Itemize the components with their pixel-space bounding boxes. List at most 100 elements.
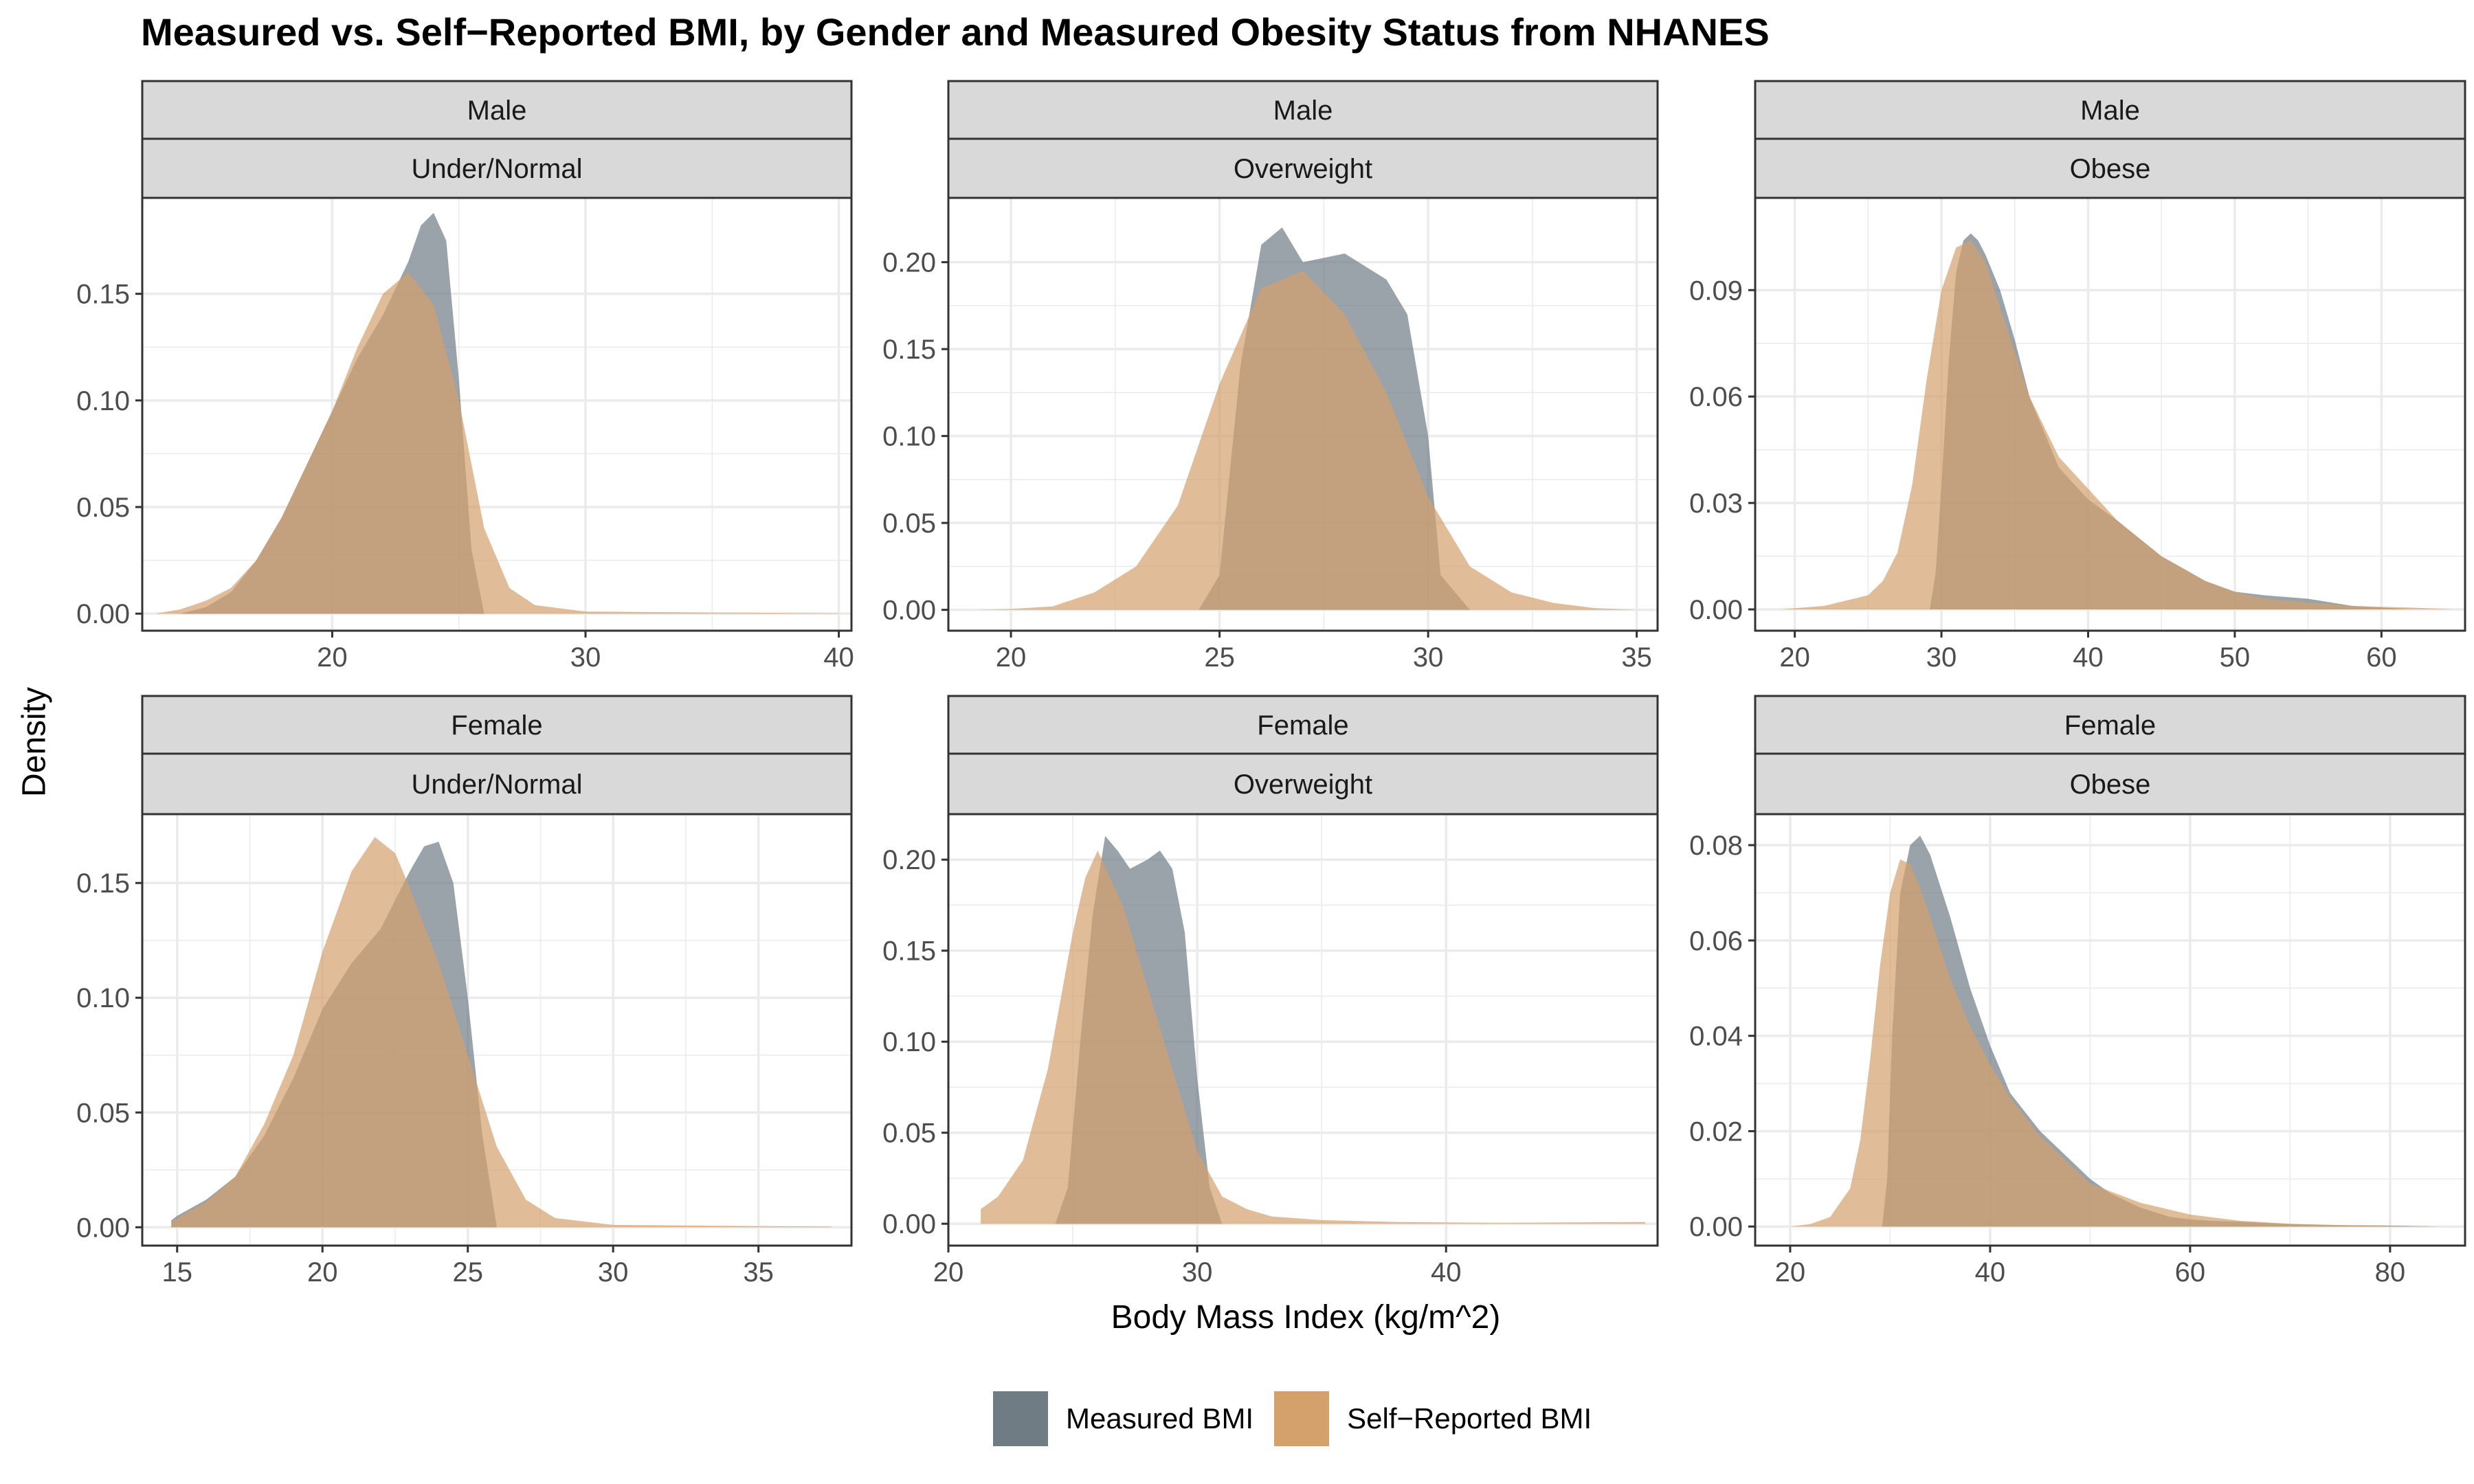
density-self-reported: [171, 837, 832, 1228]
x-tick-label: 40: [1431, 1257, 1462, 1288]
panel-border: [947, 813, 1659, 1247]
y-tick-label: 0.20: [882, 248, 936, 278]
panel-border: [947, 196, 1659, 632]
x-tick-label: 25: [1204, 642, 1235, 673]
strip-row: [1754, 80, 2466, 140]
panel-4: Female Under/Normal 0.00 0.05 0.10 0.15 15 20 25…: [76, 695, 853, 1288]
strip-col-label: Under/Normal: [412, 769, 583, 800]
y-tick-label: 0.08: [1689, 831, 1743, 861]
strip-col: [141, 137, 853, 199]
legend-label-self-reported: Self−Reported BMI: [1347, 1402, 1592, 1435]
panel-5: Female Overweight 0.00 0.05 0.10 0.15 0.20 20 30…: [882, 695, 1659, 1288]
density-self-reported: [981, 851, 1645, 1224]
x-tick-label: 80: [2375, 1257, 2406, 1288]
strip-row-label: Female: [2064, 710, 2156, 741]
x-tick-label: 30: [1182, 1257, 1213, 1288]
density-self-reported: [155, 272, 839, 614]
strip-col: [1754, 752, 2466, 816]
strip-row-label: Female: [451, 710, 542, 741]
panel-border: [1754, 813, 2466, 1247]
strip-col-label: Overweight: [1234, 769, 1372, 800]
y-tick-label: 0.03: [1689, 488, 1743, 519]
y-tick-label: 0.09: [1689, 276, 1743, 306]
y-tick-label: 0.00: [882, 596, 936, 626]
density-self-reported: [977, 271, 1637, 610]
y-tick-label: 0.00: [76, 599, 130, 629]
strip-col-label: Obese: [2070, 769, 2151, 800]
panel-border: [141, 196, 853, 632]
y-tick-label: 0.00: [1689, 1212, 1743, 1242]
x-tick-label: 20: [1775, 1257, 1806, 1288]
y-tick-label: 0.05: [882, 1118, 936, 1149]
strip-row: [1754, 695, 2466, 755]
y-tick-label: 0.05: [76, 493, 130, 523]
density-self-reported: [1780, 240, 2455, 609]
y-tick-label: 0.00: [1689, 595, 1743, 625]
x-tick-label: 15: [162, 1257, 193, 1288]
panel-border: [141, 813, 853, 1247]
y-tick-label: 0.15: [76, 280, 130, 310]
y-tick-label: 0.15: [882, 335, 936, 365]
legend-item-self-reported: Self−Reported BMI: [1274, 1391, 1592, 1446]
strip-row-label: Male: [1273, 95, 1333, 126]
strip-col-label: Obese: [2070, 154, 2151, 184]
y-tick-label: 0.05: [76, 1098, 130, 1128]
panel-3: Male Obese 0.00 0.03 0.06 0.09 20 30 40 50 60: [1689, 80, 2466, 673]
y-tick-label: 0.02: [1689, 1116, 1743, 1147]
y-tick-label: 0.10: [76, 386, 130, 416]
legend-key-measured: [993, 1391, 1048, 1446]
x-tick-label: 20: [933, 1257, 964, 1288]
strip-col-label: Under/Normal: [412, 154, 583, 184]
y-tick-label: 0.10: [882, 422, 936, 452]
x-tick-label: 35: [1621, 642, 1652, 673]
strip-col: [1754, 137, 2466, 199]
strip-col-label: Overweight: [1234, 154, 1372, 184]
panel-6: Female Obese 0.00 0.02 0.04 0.06 0.08 20 40 60 80: [1689, 695, 2466, 1288]
x-tick-label: 40: [2073, 642, 2104, 673]
density-self-reported: [1790, 859, 2440, 1227]
x-tick-label: 30: [1926, 642, 1957, 673]
y-tick-label: 0.10: [882, 1027, 936, 1057]
y-tick-label: 0.00: [76, 1213, 130, 1243]
strip-row-label: Male: [467, 95, 527, 126]
strip-col: [141, 752, 853, 816]
x-axis-label: Body Mass Index (kg/m^2): [1111, 1299, 1501, 1336]
y-tick-label: 0.20: [882, 845, 936, 875]
x-tick-label: 20: [317, 642, 348, 673]
legend-item-measured: Measured BMI: [993, 1391, 1253, 1446]
y-tick-label: 0.10: [76, 983, 130, 1013]
y-tick-label: 0.05: [882, 508, 936, 539]
legend-label-measured: Measured BMI: [1066, 1402, 1254, 1435]
strip-row: [947, 695, 1659, 755]
x-tick-label: 25: [452, 1257, 483, 1288]
x-tick-label: 20: [1779, 642, 1810, 673]
x-tick-label: 20: [307, 1257, 338, 1288]
strip-row-label: Female: [1257, 710, 1348, 741]
panel-2: Male Overweight 0.00 0.05 0.10 0.15 0.20 20 25 30…: [882, 80, 1659, 673]
legend: Measured BMI Self−Reported BMI: [993, 1391, 1592, 1446]
strip-row: [947, 80, 1659, 140]
legend-key-self-reported: [1274, 1391, 1330, 1446]
chart-title: Measured vs. Self−Reported BMI, by Gende…: [141, 10, 1770, 54]
x-tick-label: 20: [996, 642, 1027, 673]
x-tick-label: 30: [570, 642, 601, 673]
x-tick-label: 50: [2220, 642, 2251, 673]
y-tick-label: 0.15: [882, 936, 936, 967]
x-tick-label: 60: [2366, 642, 2397, 673]
x-tick-label: 30: [598, 1257, 629, 1288]
y-tick-label: 0.06: [1689, 926, 1743, 956]
panel-1: Male Under/Normal 0.00 0.05 0.10 0.15 20 30 40: [76, 80, 854, 673]
x-tick-label: 40: [1975, 1257, 2006, 1288]
x-tick-label: 60: [2175, 1257, 2206, 1288]
panel-border: [1754, 196, 2466, 632]
strip-col: [947, 752, 1659, 816]
x-tick-label: 30: [1413, 642, 1444, 673]
x-tick-label: 40: [823, 642, 854, 673]
y-tick-label: 0.15: [76, 868, 130, 899]
y-axis-label: Density: [16, 686, 53, 798]
y-tick-label: 0.06: [1689, 382, 1743, 412]
strip-row-label: Male: [2080, 95, 2140, 126]
x-tick-label: 35: [743, 1257, 774, 1288]
y-tick-label: 0.04: [1689, 1022, 1743, 1052]
